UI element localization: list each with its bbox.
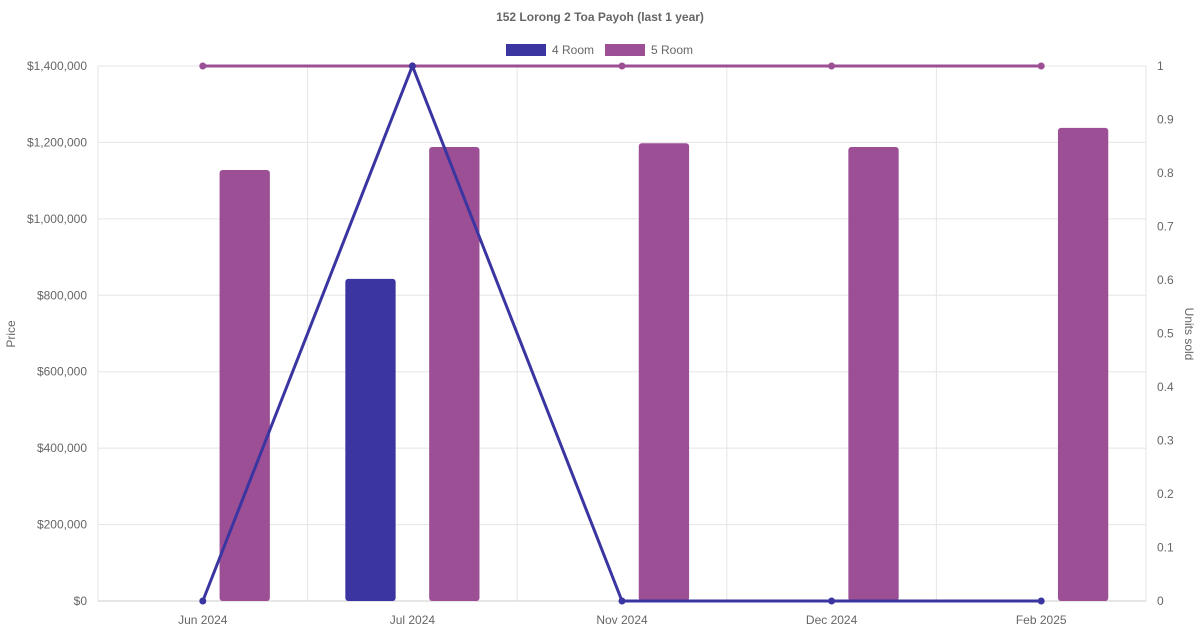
units-point-5-room[interactable] (1037, 62, 1045, 70)
legend-label-5-room: 5 Room (651, 43, 693, 57)
legend-item-5-room[interactable]: 5 Room (605, 43, 693, 57)
units-point-4-room[interactable] (1037, 597, 1045, 605)
y-right-tick-label: 0.5 (1157, 327, 1174, 341)
y-left-tick-label: $200,000 (37, 518, 87, 532)
y-right-tick-labels: 0 0.1 0.2 0.3 0.4 0.5 0.6 0.7 0.8 0.9 1 (1157, 59, 1174, 608)
x-tick-label: Jul 2024 (390, 613, 436, 627)
x-tick-label: Nov 2024 (596, 613, 648, 627)
y-right-tick-label: 0.9 (1157, 113, 1174, 127)
legend: 4 Room 5 Room (506, 43, 693, 57)
y-right-tick-label: 0.1 (1157, 541, 1174, 555)
legend-swatch-5-room (605, 44, 645, 56)
gridlines (97, 65, 1147, 602)
units-point-4-room[interactable] (828, 597, 836, 605)
units-point-5-room[interactable] (828, 62, 836, 70)
y-left-tick-label: $1,400,000 (27, 59, 87, 73)
y-right-tick-label: 0.6 (1157, 273, 1174, 287)
chart-title: 152 Lorong 2 Toa Payoh (last 1 year) (496, 10, 704, 24)
y-right-tick-label: 1 (1157, 59, 1164, 73)
x-tick-label: Jun 2024 (178, 613, 228, 627)
y-left-tick-label: $600,000 (37, 365, 87, 379)
bar-5-room[interactable] (1057, 127, 1109, 602)
units-point-5-room[interactable] (199, 62, 207, 70)
y-left-tick-labels: $0 $200,000 $400,000 $600,000 $800,000 $1,000… (27, 59, 87, 608)
legend-item-4-room[interactable]: 4 Room (506, 43, 594, 57)
y-left-tick-label: $800,000 (37, 288, 87, 302)
units-line-4-room (201, 61, 1042, 603)
units-point-4-room[interactable] (408, 62, 416, 70)
y-left-tick-label: $1,200,000 (27, 135, 87, 149)
y-left-tick-label: $400,000 (37, 441, 87, 455)
y-right-tick-label: 0.8 (1157, 166, 1174, 180)
bar-5-room[interactable] (848, 147, 899, 601)
units-point-4-room[interactable] (618, 597, 626, 605)
x-tick-labels: Jun 2024 Jul 2024 Nov 2024 Dec 2024 Feb 2025 (178, 613, 1067, 627)
legend-swatch-4-room (506, 44, 546, 56)
bars (219, 127, 1109, 602)
y-right-tick-label: 0 (1157, 594, 1164, 608)
units-point-4-room[interactable] (199, 597, 207, 605)
y-left-tick-label: $0 (74, 594, 88, 608)
bar-5-room[interactable] (219, 169, 270, 601)
y-right-tick-label: 0.3 (1157, 434, 1174, 448)
y-left-axis-title: Price (4, 320, 18, 348)
x-tick-label: Feb 2025 (1016, 613, 1067, 627)
bar-5-room[interactable] (638, 143, 690, 601)
bar-5-room[interactable] (429, 147, 480, 601)
y-right-tick-label: 0.2 (1157, 487, 1174, 501)
y-right-tick-label: 0.7 (1157, 220, 1174, 234)
x-tick-label: Dec 2024 (806, 613, 858, 627)
y-left-tick-label: $1,000,000 (27, 212, 87, 226)
y-right-axis-title: Units sold (1182, 308, 1196, 361)
bar-4-room[interactable] (345, 278, 396, 601)
legend-label-4-room: 4 Room (552, 43, 594, 57)
units-point-5-room[interactable] (618, 62, 626, 70)
lines (199, 61, 1045, 605)
y-right-tick-label: 0.4 (1157, 380, 1174, 394)
